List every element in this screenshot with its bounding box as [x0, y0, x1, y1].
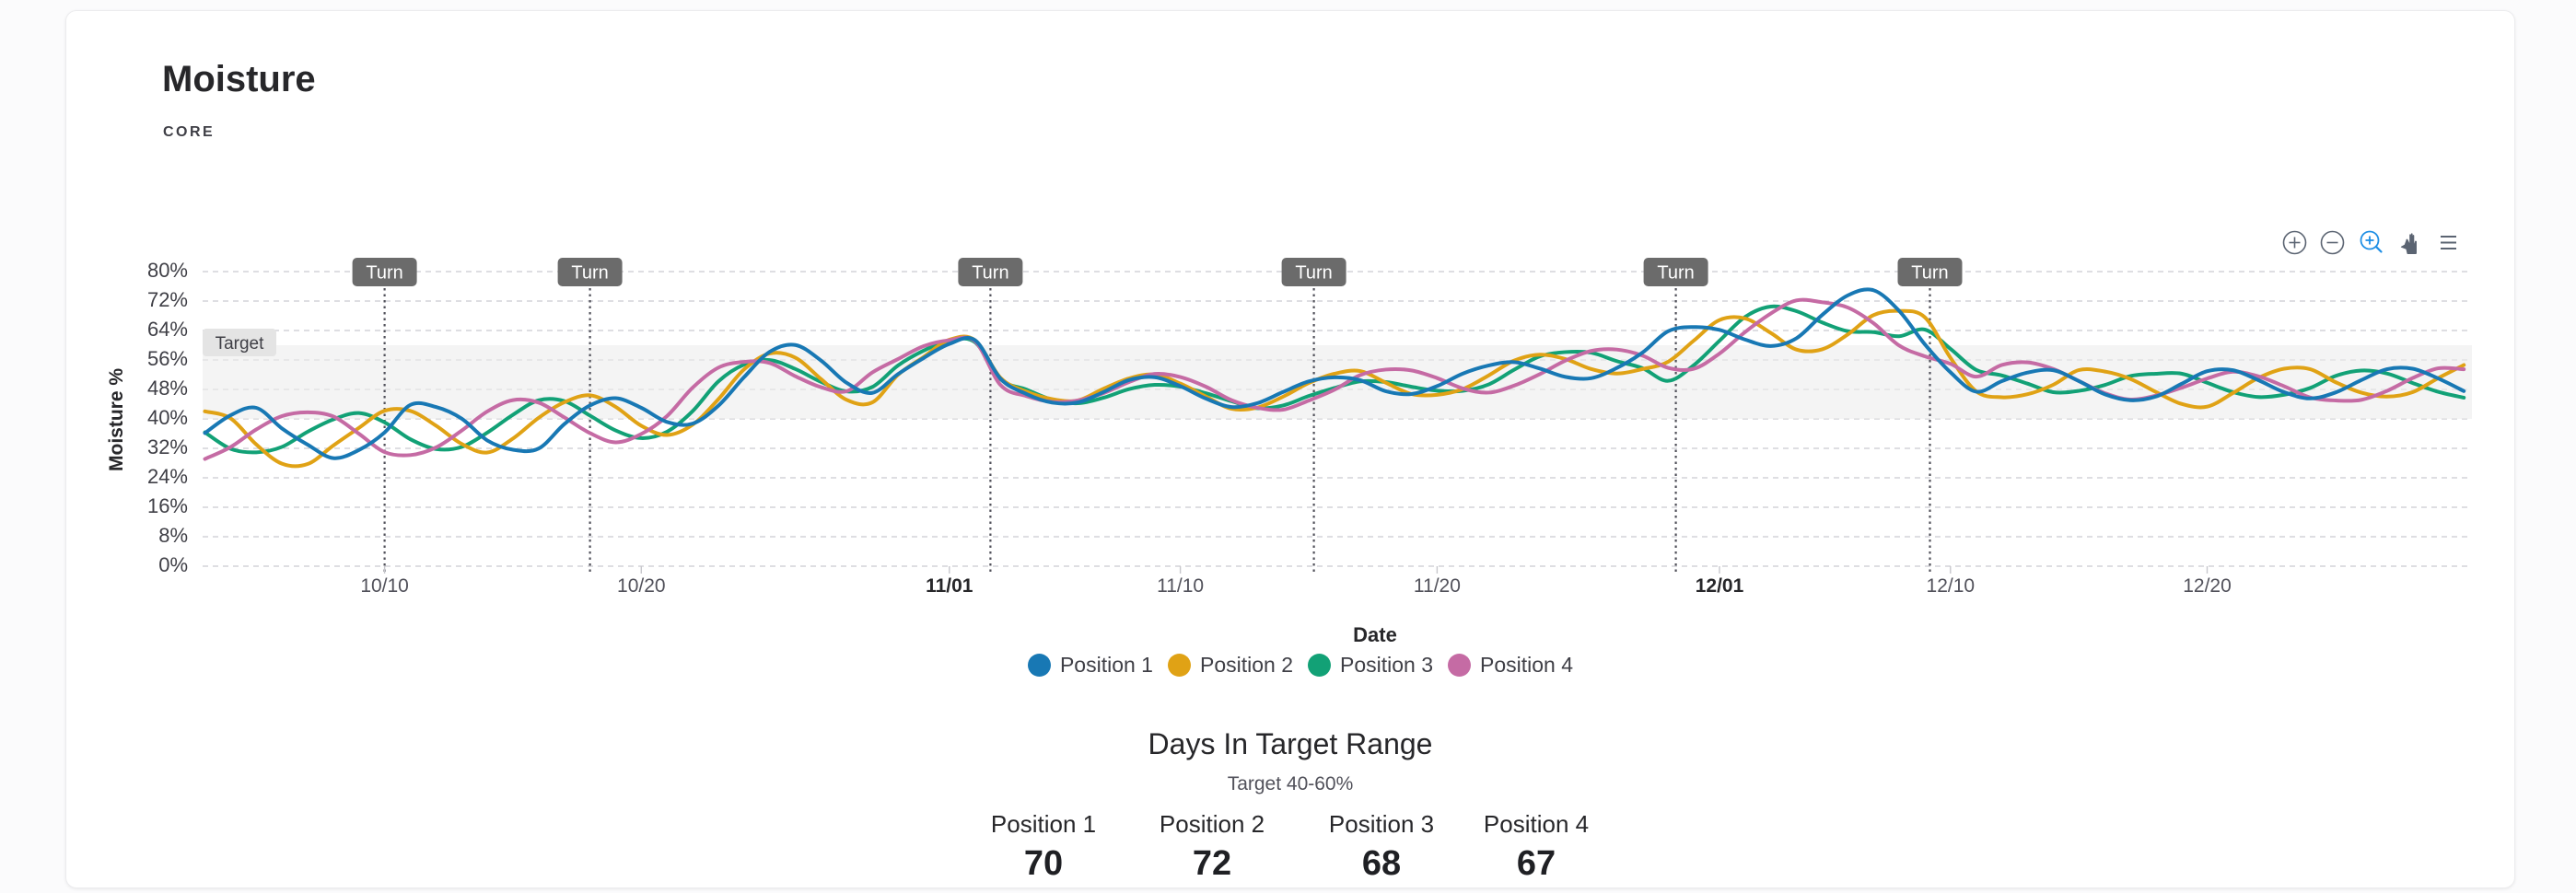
svg-text:Turn: Turn	[366, 263, 402, 284]
svg-text:12/01: 12/01	[1696, 575, 1744, 597]
svg-text:56%: 56%	[147, 347, 188, 370]
svg-text:Turn: Turn	[972, 263, 1008, 284]
svg-text:16%: 16%	[147, 494, 188, 517]
svg-text:8%: 8%	[158, 524, 188, 547]
svg-text:48%: 48%	[147, 377, 188, 400]
svg-text:24%: 24%	[147, 465, 188, 488]
svg-text:11/10: 11/10	[1157, 575, 1204, 597]
svg-text:Target: Target	[216, 334, 265, 354]
svg-text:12/10: 12/10	[1927, 575, 1976, 597]
svg-text:11/01: 11/01	[926, 575, 973, 597]
svg-text:Turn: Turn	[1911, 263, 1948, 284]
svg-text:Turn: Turn	[1295, 263, 1332, 284]
svg-text:Turn: Turn	[1657, 263, 1694, 284]
svg-text:10/10: 10/10	[360, 575, 409, 597]
svg-text:40%: 40%	[147, 406, 188, 429]
svg-text:32%: 32%	[147, 435, 188, 458]
svg-text:12/20: 12/20	[2183, 575, 2232, 597]
svg-text:10/20: 10/20	[617, 575, 666, 597]
svg-text:80%: 80%	[147, 259, 188, 282]
svg-text:64%: 64%	[147, 318, 188, 341]
svg-text:0%: 0%	[158, 553, 188, 576]
svg-text:11/20: 11/20	[1414, 575, 1461, 597]
svg-text:Turn: Turn	[571, 263, 608, 284]
svg-text:72%: 72%	[147, 288, 188, 311]
